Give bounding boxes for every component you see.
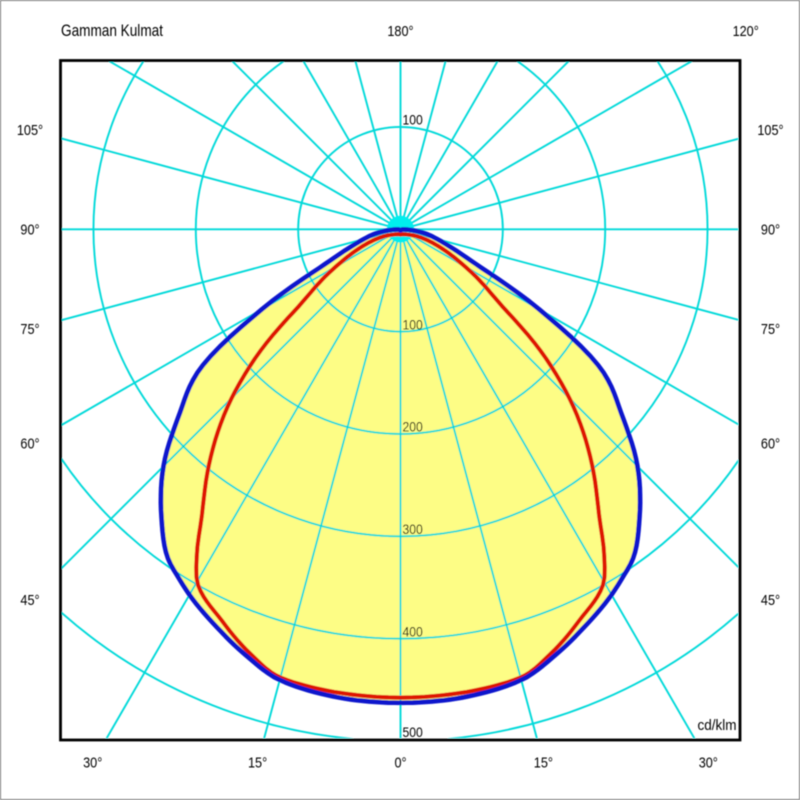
svg-text:105°: 105° (757, 122, 783, 139)
svg-text:15°: 15° (248, 755, 267, 772)
svg-text:75°: 75° (761, 321, 780, 338)
svg-text:300: 300 (403, 521, 423, 537)
svg-text:60°: 60° (761, 435, 780, 452)
svg-text:15°: 15° (534, 755, 553, 772)
svg-text:100: 100 (403, 112, 423, 128)
svg-text:120°: 120° (733, 23, 759, 40)
svg-text:400: 400 (403, 623, 423, 639)
svg-text:105°: 105° (17, 122, 43, 139)
svg-text:cd/klm: cd/klm (698, 717, 737, 734)
svg-text:90°: 90° (761, 222, 780, 239)
svg-text:30°: 30° (83, 755, 102, 772)
svg-text:45°: 45° (20, 592, 39, 609)
svg-text:100: 100 (403, 316, 423, 332)
svg-text:180°: 180° (387, 23, 413, 40)
svg-text:90°: 90° (20, 222, 39, 239)
svg-text:75°: 75° (20, 321, 39, 338)
svg-text:Gamman Kulmat: Gamman Kulmat (61, 21, 163, 40)
svg-text:30°: 30° (699, 755, 718, 772)
svg-text:45°: 45° (761, 592, 780, 609)
svg-text:60°: 60° (20, 435, 39, 452)
svg-text:0°: 0° (394, 755, 406, 772)
svg-text:500: 500 (403, 724, 423, 740)
svg-text:200: 200 (403, 419, 423, 435)
